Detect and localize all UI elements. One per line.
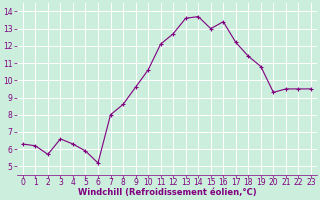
X-axis label: Windchill (Refroidissement éolien,°C): Windchill (Refroidissement éolien,°C) [77, 188, 256, 197]
